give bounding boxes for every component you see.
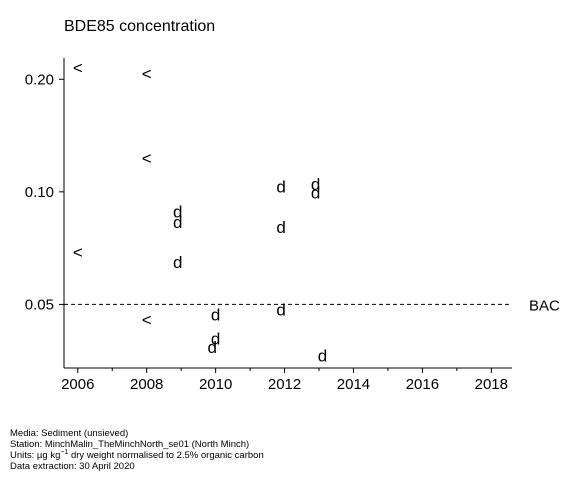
less-than-marker: < xyxy=(142,311,152,330)
axes: 2006 2008 2010 2012 2014 2016 2018 0.05 0.10 0.20 xyxy=(25,58,512,393)
detected-marker: d xyxy=(311,175,320,194)
footer-units-exponent: −1 xyxy=(60,448,69,456)
chart-title: BDE85 concentration xyxy=(64,18,216,35)
detected-marker: d xyxy=(276,218,285,237)
detected-marker: d xyxy=(276,300,285,319)
x-tick-label: 2018 xyxy=(475,376,508,393)
detected-marker: d xyxy=(173,253,182,272)
x-tick-label: 2006 xyxy=(61,376,94,393)
less-than-marker: < xyxy=(142,149,152,168)
detected-marker: d xyxy=(311,184,320,203)
footer-extraction: Data extraction: 30 April 2020 xyxy=(10,461,135,472)
footer-media: Media: Sediment (unsieved) xyxy=(10,428,129,439)
footer-units-prefix: Units: µg kg xyxy=(10,450,61,461)
detected-marker: d xyxy=(211,330,220,349)
bac-reference: BAC xyxy=(64,297,560,314)
detected-marker: d xyxy=(211,305,220,324)
less-than-marker: < xyxy=(73,243,83,262)
x-tick-label: 2012 xyxy=(268,376,301,393)
less-than-marker: < xyxy=(73,59,83,78)
detected-marker: d xyxy=(318,347,327,366)
chart-footer: Media: Sediment (unsieved) Station: Minc… xyxy=(10,428,264,472)
bac-label: BAC xyxy=(529,297,560,314)
y-tick-label: 0.20 xyxy=(25,71,54,88)
detected-marker: d xyxy=(173,203,182,222)
x-tick-label: 2008 xyxy=(130,376,163,393)
y-tick-label: 0.05 xyxy=(25,296,54,313)
detected-marker: d xyxy=(276,177,285,196)
x-tick-label: 2010 xyxy=(199,376,232,393)
less-than-marker: < xyxy=(142,65,152,84)
footer-units: Units: µg kg−1 dry weight normalised to … xyxy=(10,448,264,461)
x-tick-label: 2014 xyxy=(337,376,370,393)
footer-station: Station: MinchMalin_TheMinchNorth_se01 (… xyxy=(10,439,250,450)
detected-marker: d xyxy=(173,213,182,232)
footer-units-suffix: dry weight normalised to 2.5% organic ca… xyxy=(68,450,264,461)
detected-marker: d xyxy=(207,338,216,357)
x-tick-label: 2016 xyxy=(406,376,439,393)
y-tick-label: 0.10 xyxy=(25,184,54,201)
